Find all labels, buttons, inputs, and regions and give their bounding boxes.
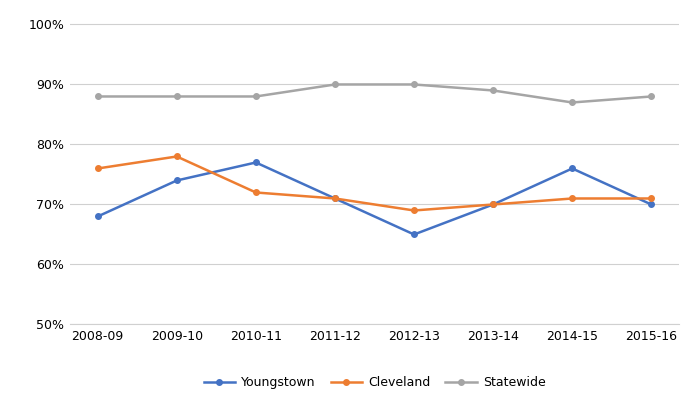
Youngstown [173,178,181,183]
Statewide [489,88,497,93]
Cleveland [647,196,655,201]
Youngstown [331,196,340,201]
Statewide [173,94,181,99]
Cleveland [489,202,497,207]
Statewide [568,100,576,105]
Cleveland [173,154,181,159]
Cleveland [94,166,102,171]
Cleveland [331,196,340,201]
Youngstown [568,166,576,171]
Line: Youngstown: Youngstown [95,160,654,237]
Youngstown [410,232,418,237]
Youngstown [94,214,102,219]
Line: Cleveland: Cleveland [95,154,654,213]
Cleveland [568,196,576,201]
Statewide [647,94,655,99]
Statewide [410,82,418,87]
Cleveland [410,208,418,213]
Statewide [94,94,102,99]
Youngstown [252,160,260,165]
Youngstown [647,202,655,207]
Statewide [331,82,340,87]
Legend: Youngstown, Cleveland, Statewide: Youngstown, Cleveland, Statewide [199,371,550,394]
Youngstown [489,202,497,207]
Cleveland [252,190,260,195]
Statewide [252,94,260,99]
Line: Statewide: Statewide [95,82,654,105]
